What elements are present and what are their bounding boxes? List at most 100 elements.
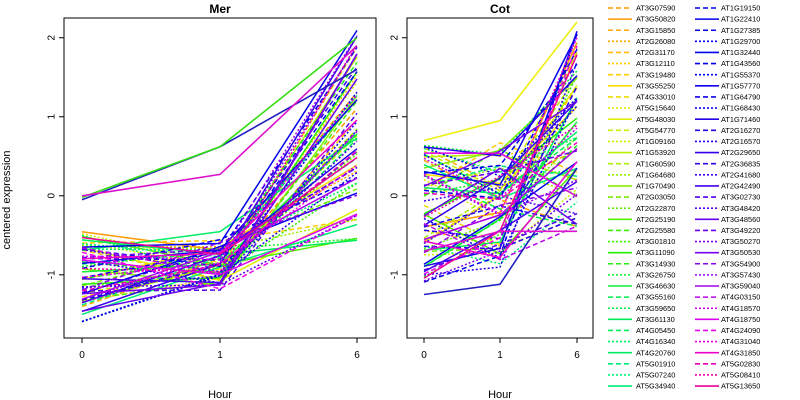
legend: AT3G07590 AT3G50820 AT3G15850 AT2G26080 AT2G… [608,4,760,391]
mer-series-line [81,78,358,312]
mer-series-line [81,188,358,287]
cot-y-tick-label: -1 [390,270,401,279]
legend-label: AT2G36835 [721,159,760,168]
legend-label: AT3G59650 [636,304,675,313]
legend-label: AT2G03050 [636,193,675,202]
legend-label: AT1G60590 [636,159,675,168]
legend-label: AT3G50270 [721,237,760,246]
cot-series-line [423,147,578,189]
y-axis-label: centered expression [1,150,13,249]
mer-x-axis-label: Hour [208,389,232,400]
cot-series-line [423,187,578,254]
cot-series-line [423,124,578,218]
mer-series-line [81,71,358,301]
cot-y-tick-label: 0 [390,193,401,199]
mer-x-tick-label: 1 [217,350,223,361]
legend-label: AT5G48030 [636,115,675,124]
legend-label: AT4G33010 [636,93,675,102]
cot-series-line [423,161,578,265]
legend-label: AT4G18750 [721,315,760,324]
cot-series-line [423,33,578,283]
legend-label: AT2G16270 [721,126,760,135]
cot-series-line [423,127,578,199]
cot-series-line [423,147,578,198]
cot-series-line [423,205,578,228]
legend-label: AT3G61130 [636,315,675,324]
cot-series-line [423,37,578,215]
legend-label: AT5G54770 [636,126,675,135]
mer-axes: -1 0 1 2 0 1 6 [47,17,377,361]
legend-label: AT5G08410 [721,371,760,380]
panel-cot: -1 0 1 2 0 1 6 Cot Hour [390,2,594,400]
mer-series-line [81,176,358,270]
legend-label: AT4G20760 [636,348,675,357]
legend-label: AT5G15640 [636,104,675,113]
legend-label: AT3G46630 [636,282,675,291]
legend-label: AT1G43560 [721,59,760,68]
legend-label: AT1G64790 [721,93,760,102]
cot-series-line [423,152,578,198]
mer-x-tick-label: 0 [79,350,85,361]
legend-label: AT4G31850 [721,348,760,357]
mer-series-line [81,166,358,259]
mer-series-line [81,153,358,289]
mer-y-tick-label: -1 [47,270,58,279]
legend-label: AT2G31170 [636,48,675,57]
legend-label: AT1G29700 [721,37,760,46]
legend-label: AT3G01810 [636,237,675,246]
legend-label: AT1G71460 [721,115,760,124]
cot-series-line [423,61,578,276]
cot-series-line [423,223,578,261]
cot-series-line [423,136,578,174]
panel-mer: -1 0 1 2 0 1 6 Mer Hour [47,2,377,400]
mer-series-line [81,177,358,300]
legend-label: AT2G25580 [636,226,675,235]
cot-x-tick-label: 6 [574,350,580,361]
cot-series-line [423,99,578,202]
mer-y-tick-label: 1 [47,114,58,120]
legend-label: AT1G70490 [636,182,675,191]
legend-label: AT2G41680 [721,170,760,179]
legend-label: AT3G59040 [721,282,760,291]
cot-highlight-line [423,167,578,296]
legend-label: AT1G19150 [721,4,760,13]
cot-series-line [423,150,578,187]
mer-series-line [81,119,358,281]
legend-label: AT2G42490 [721,182,760,191]
legend-label: AT1G68430 [721,104,760,113]
legend-label: AT3G49220 [721,226,760,235]
cot-series-line [423,100,578,227]
legend-label: AT2G22870 [636,204,675,213]
mer-panel-title: Mer [209,2,231,16]
legend-label: AT1G53920 [636,148,675,157]
mer-series-line [81,214,358,288]
legend-label: AT1G57770 [721,81,760,90]
legend-label: AT5G34940 [636,382,675,391]
cot-series-line [423,174,578,228]
mer-y-tick-label: 0 [47,193,58,199]
cot-series-line [423,195,578,245]
cot-x-tick-label: 1 [497,350,503,361]
cot-series-line [423,201,578,265]
mer-series-line [81,213,358,276]
legend-label: AT1G64680 [636,170,675,179]
cot-series-line [423,75,578,157]
mer-series-line [81,121,358,284]
cot-series-line [423,100,578,187]
legend-label: AT3G48560 [721,215,760,224]
legend-label: AT3G50820 [636,15,675,24]
legend-label: AT3G48420 [721,204,760,213]
mer-x-tick-label: 6 [354,350,360,361]
legend-label: AT1G22410 [721,15,760,24]
legend-label: AT1G32440 [721,48,760,57]
cot-series-line [423,105,578,196]
mer-series-line [81,129,358,323]
legend-label: AT4G18570 [721,304,760,313]
legend-label: AT1G09160 [636,137,675,146]
legend-label: AT3G55250 [636,81,675,90]
legend-label: AT4G05450 [636,326,675,335]
mer-series-line [81,130,358,275]
cot-series-line [423,147,578,241]
